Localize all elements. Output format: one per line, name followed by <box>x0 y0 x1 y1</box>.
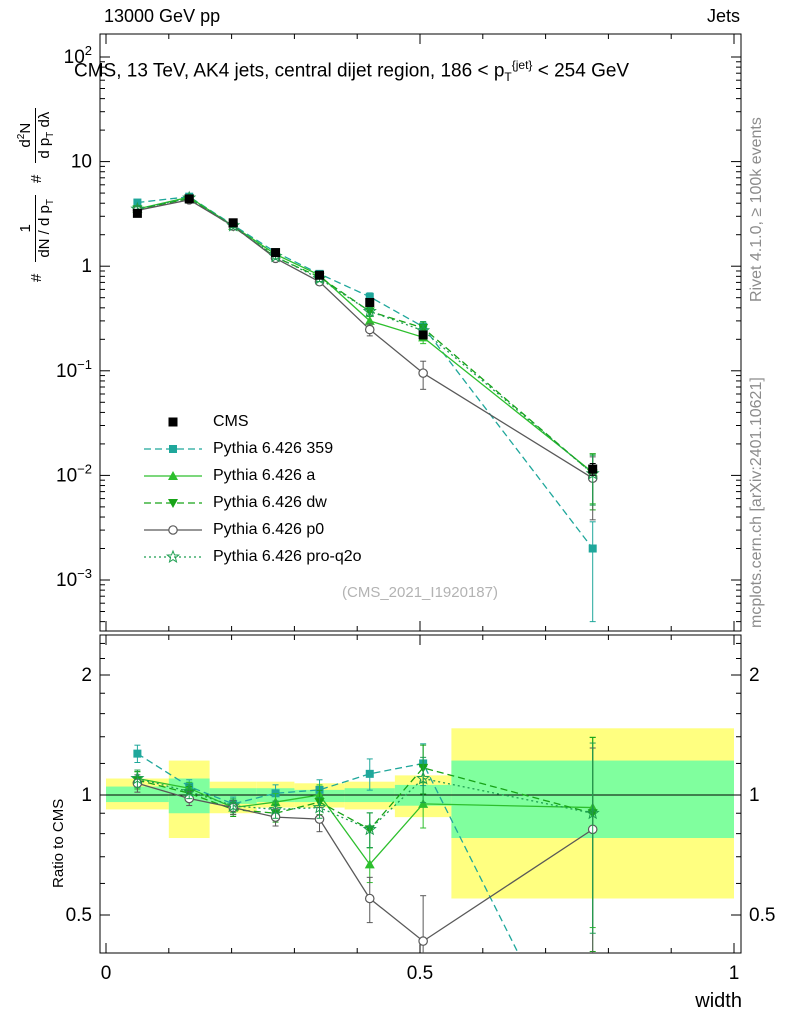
legend-item-pythia-dw: Pythia 6.426 dw <box>142 489 362 516</box>
legend-item-pythia-p0: Pythia 6.426 p0 <box>142 516 362 543</box>
plot-title-sub: T <box>504 70 512 85</box>
legend-label-pythia-p0: Pythia 6.426 p0 <box>213 520 325 538</box>
ylabel-hash-1: # <box>28 273 45 282</box>
ratio-y-axis-label: Ratio to CMS <box>50 798 67 888</box>
svg-text:10−2: 10−2 <box>56 461 92 486</box>
plot-title-text: CMS, 13 TeV, AK4 jets, central dijet reg… <box>74 60 505 82</box>
svg-text:1: 1 <box>749 785 760 806</box>
svg-text:0.5: 0.5 <box>407 963 433 984</box>
mcplots-reference-note: mcplots.cern.ch [arXiv:2401.10621] <box>748 377 765 628</box>
x-axis-label: width <box>695 990 742 1012</box>
ylabel-fraction-2: d2N d pT dλ <box>16 107 57 163</box>
ylabel-hash-2: # <box>28 174 45 184</box>
ylabel-fraction-1: 1 dN / d pT <box>16 195 57 262</box>
analysis-id-watermark: (CMS_2021_I1920187) <box>342 584 498 601</box>
legend-item-cms: CMS <box>142 408 362 435</box>
legend-marker-pythia-pro-q2o <box>144 549 202 563</box>
svg-text:1: 1 <box>81 785 92 806</box>
legend-label-pythia-359: Pythia 6.426 359 <box>213 439 334 457</box>
analysis-topic-label: Jets <box>706 6 740 26</box>
svg-text:10−1: 10−1 <box>56 357 92 382</box>
plot-title: CMS, 13 TeV, AK4 jets, central dijet reg… <box>74 58 629 84</box>
svg-text:0: 0 <box>101 963 112 984</box>
legend-item-pythia-a: Pythia 6.426 a <box>142 462 362 489</box>
svg-text:1: 1 <box>729 963 740 984</box>
svg-text:1: 1 <box>81 256 92 277</box>
legend-marker-cms <box>168 417 178 426</box>
plot-title-post: < 254 GeV <box>532 60 630 82</box>
legend-label-cms: CMS <box>213 412 249 430</box>
svg-text:2: 2 <box>81 665 92 686</box>
legend-marker-pythia-a <box>144 470 202 480</box>
legend-marker-pythia-dw <box>144 498 202 508</box>
legend-item-pythia-359: Pythia 6.426 359 <box>142 435 362 462</box>
legend-marker-pythia-359 <box>144 444 202 453</box>
plot-title-sup: {jet} <box>511 58 533 72</box>
legend-item-pythia-pro-q2o: Pythia 6.426 pro-q2o <box>142 543 362 570</box>
legend-label-pythia-a: Pythia 6.426 a <box>213 466 316 484</box>
beam-energy-label: 13000 GeV pp <box>104 6 221 26</box>
legend: CMS Pythia 6.426 359 Pythia 6.426 a Pyth… <box>142 408 362 570</box>
svg-text:10: 10 <box>71 152 92 173</box>
legend-label-pythia-dw: Pythia 6.426 dw <box>213 493 327 511</box>
svg-text:0.5: 0.5 <box>66 905 92 926</box>
legend-label-pythia-pro-q2o: Pythia 6.426 pro-q2o <box>213 547 362 565</box>
svg-text:10−3: 10−3 <box>56 566 92 591</box>
legend-marker-pythia-p0 <box>144 524 202 535</box>
svg-text:102: 102 <box>64 43 92 68</box>
svg-text:0.5: 0.5 <box>749 905 775 926</box>
main-y-axis-label: # 1 dN / d pT # d2N d pT dλ <box>16 107 57 282</box>
rivet-version-note: Rivet 4.1.0, ≥ 100k events <box>748 117 765 302</box>
svg-text:2: 2 <box>749 665 760 686</box>
